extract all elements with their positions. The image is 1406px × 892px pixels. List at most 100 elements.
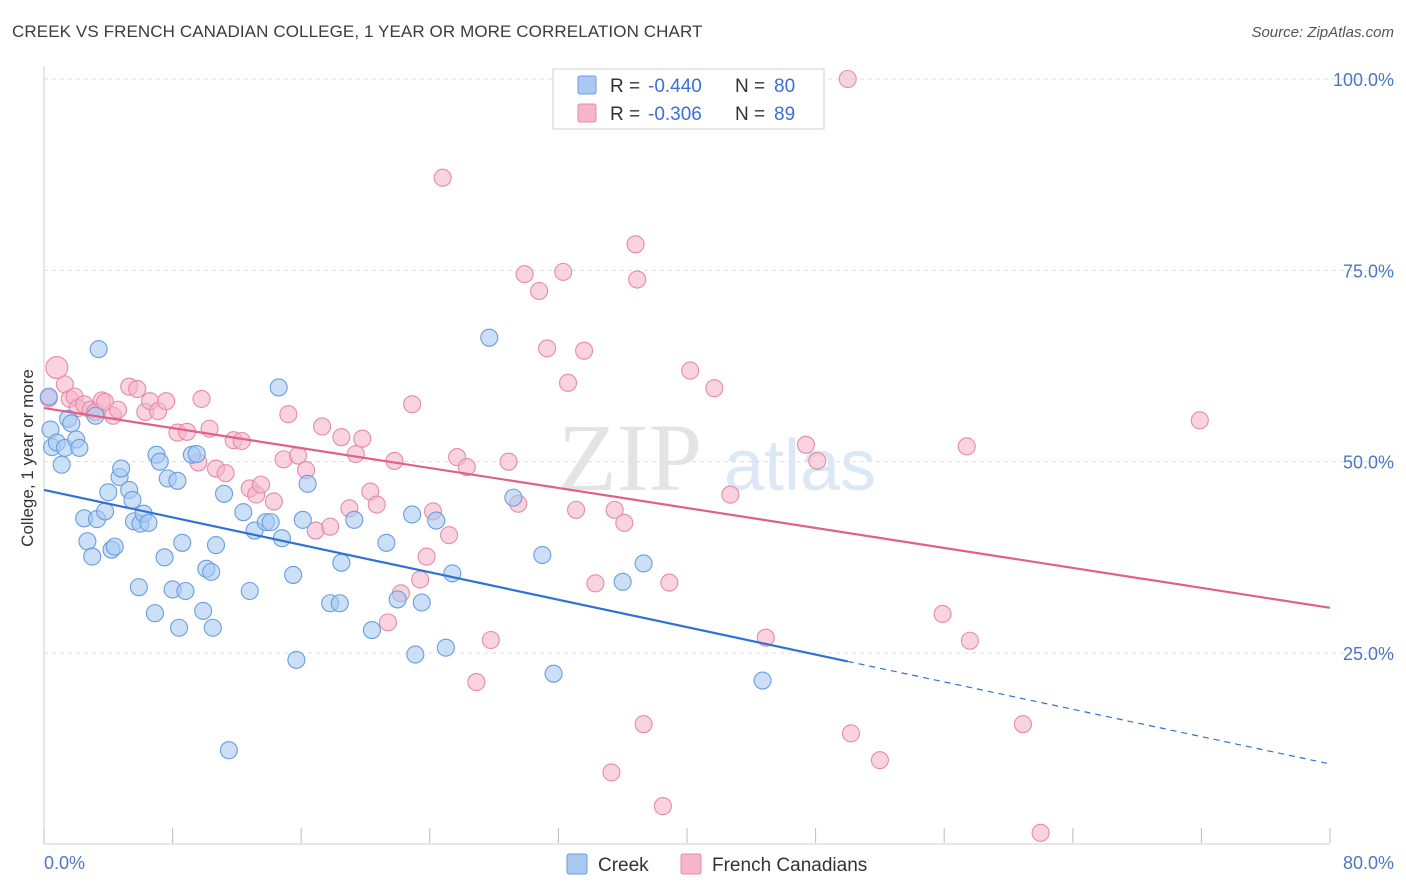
french-canadians-point	[45, 355, 69, 380]
bottom-legend-swatch-creek	[566, 853, 588, 875]
creek-point	[544, 664, 563, 683]
creek-point	[436, 638, 455, 657]
y-tick-label: 25.0%	[1343, 644, 1394, 664]
french-canadians-point	[1190, 411, 1209, 430]
french-canadians-point	[515, 265, 534, 284]
creek-point	[234, 503, 253, 522]
french-canadians-point	[615, 513, 634, 532]
french-canadians-point	[653, 797, 672, 816]
french-canadians-point	[346, 444, 365, 464]
axes	[43, 66, 1331, 845]
creek-point	[362, 620, 381, 640]
creek-point	[480, 328, 499, 347]
y-tick-label: 100.0%	[1333, 70, 1394, 90]
french-canadians-point	[157, 392, 176, 411]
french-canadians-point	[808, 451, 827, 470]
creek-point	[202, 562, 221, 581]
series-french-canadians	[39, 69, 1209, 842]
x-tick-label-min: 0.0%	[44, 853, 85, 873]
watermark-zip: ZIP	[558, 404, 702, 511]
french-canadians-point	[605, 500, 624, 519]
legend-r-label-french: R =	[610, 104, 640, 125]
creek-point	[83, 547, 102, 566]
creek-point	[406, 645, 425, 664]
creek-point	[112, 459, 131, 478]
creek-point	[123, 490, 142, 509]
creek-point	[504, 488, 523, 507]
bottom-legend-swatch-french-canadians	[680, 853, 702, 875]
french-canadians-point	[705, 379, 724, 398]
creek-point	[78, 532, 97, 551]
french-canadians-point	[216, 464, 235, 483]
creek-point	[214, 484, 234, 503]
french-canadians-point	[499, 452, 518, 471]
french-canadians-point	[838, 69, 857, 89]
legend-swatch-creek	[577, 75, 597, 95]
y-tick-labels: 25.0% 50.0% 75.0% 100.0%	[1333, 70, 1394, 664]
creek-point	[613, 572, 632, 591]
creek-trend-line	[43, 488, 848, 663]
creek-point	[272, 529, 291, 548]
grid	[44, 78, 1394, 654]
chart-source: Source: ZipAtlas.com	[1251, 24, 1394, 41]
legend-r-value-creek: -0.440	[648, 76, 702, 97]
creek-point	[287, 650, 306, 669]
creek-point	[284, 565, 303, 584]
french-canadians-point	[554, 262, 573, 281]
french-canadians-point	[440, 526, 459, 545]
french-canadians-point	[870, 751, 889, 770]
creek-point	[412, 593, 431, 612]
french-canadians-point	[411, 570, 430, 589]
french-canadians-point	[192, 389, 211, 408]
creek-point	[332, 553, 351, 572]
creek-point	[753, 671, 772, 690]
french-canadians-point	[313, 417, 332, 436]
creek-point	[173, 533, 192, 552]
creek-point	[139, 513, 158, 532]
y-tick-label: 50.0%	[1343, 453, 1394, 473]
french-canadians-point	[586, 574, 605, 593]
french-canadians-point	[626, 235, 645, 254]
creek-point	[150, 452, 169, 471]
bottom-legend-label-french-canadians: French Canadians	[712, 855, 867, 876]
french-canadians-point	[232, 431, 251, 451]
creek-point	[176, 581, 195, 601]
creek-point	[298, 474, 317, 493]
french-canadians-point	[264, 492, 283, 511]
creek-point	[345, 510, 364, 529]
french-canadians-point	[558, 373, 578, 392]
correlation-legend: R = -0.440 N = 80 R = -0.306 N = 89	[552, 68, 825, 130]
creek-point	[62, 414, 81, 433]
french-canadians-point	[353, 429, 372, 448]
french-canadians-point	[681, 361, 700, 380]
creek-point	[219, 741, 238, 760]
french-canadians-point	[279, 405, 298, 424]
creek-trend-line-extension	[847, 660, 1331, 765]
creek-point	[533, 545, 552, 565]
creek-point	[39, 387, 58, 406]
series-legend[interactable]: Creek French Canadians	[566, 853, 867, 876]
french-canadians-point	[567, 500, 586, 519]
y-tick-label: 75.0%	[1343, 261, 1394, 281]
creek-point	[330, 594, 349, 613]
french-canadians-point	[796, 435, 816, 454]
french-canadians-point	[332, 428, 351, 447]
french-canadians-point	[481, 630, 500, 650]
french-canadians-point	[660, 573, 679, 592]
french-canadians-point	[378, 613, 398, 632]
legend-box	[552, 68, 825, 130]
french-canadians-point	[108, 400, 127, 419]
french-canadians-point	[457, 457, 476, 477]
creek-point	[261, 513, 280, 532]
legend-r-label-creek: R =	[610, 76, 640, 97]
french-canadians-point	[575, 341, 594, 360]
legend-n-value-french: 89	[774, 104, 795, 125]
creek-point	[240, 581, 259, 601]
series-creek	[39, 328, 772, 760]
legend-n-value-creek: 80	[774, 76, 795, 97]
french-canadians-point	[530, 281, 549, 301]
creek-point	[105, 537, 124, 556]
creek-point	[388, 590, 407, 609]
trend-lines	[43, 407, 1331, 765]
